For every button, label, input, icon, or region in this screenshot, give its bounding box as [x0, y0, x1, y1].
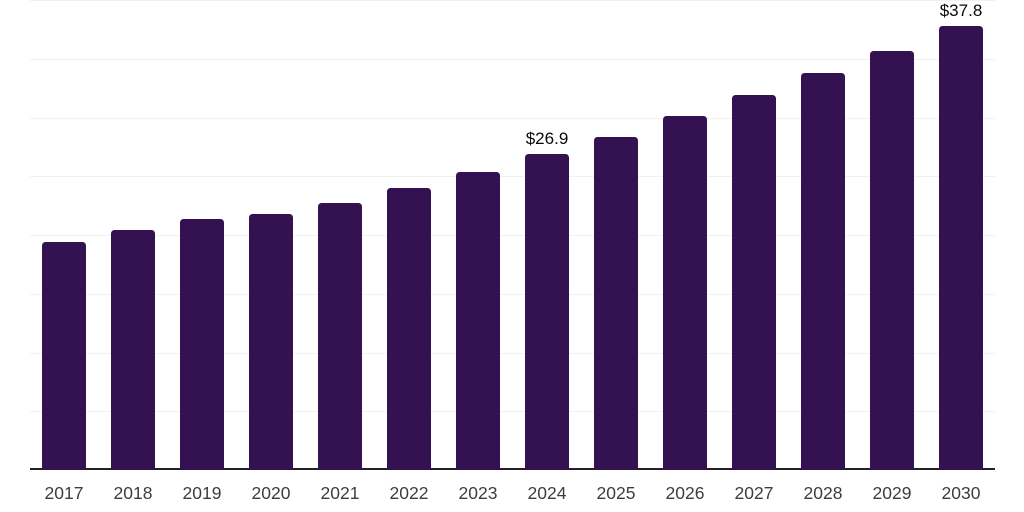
x-tick-label-2030: 2030 — [941, 483, 981, 503]
x-tick-label-2029: 2029 — [872, 483, 912, 503]
x-tick-label-2022: 2022 — [389, 483, 429, 503]
bar-2019 — [180, 218, 224, 470]
x-tick-label-2021: 2021 — [320, 483, 360, 503]
x-tick-label-2020: 2020 — [251, 483, 291, 503]
gridline-15 — [30, 293, 995, 295]
x-tick-label-2017: 2017 — [44, 483, 84, 503]
gridline-5 — [30, 411, 995, 413]
data-label-2030: $37.8 — [939, 0, 983, 20]
x-tick-label-2023: 2023 — [458, 483, 498, 503]
bar-2027 — [732, 95, 776, 470]
x-tick-label-2025: 2025 — [596, 483, 636, 503]
x-tick-label-2019: 2019 — [182, 483, 222, 503]
gridline-20 — [30, 235, 995, 236]
bar-2029 — [870, 50, 914, 470]
bar-2026 — [663, 116, 707, 470]
gridline-25 — [30, 176, 995, 178]
gridline-10 — [30, 352, 995, 354]
bar-2021 — [318, 203, 362, 470]
x-axis-labels: 2017 2018 2019 2020 2021 2022 2023 2024 2025 2026… — [0, 470, 1024, 512]
data-label-2024: $26.9 — [525, 128, 569, 148]
x-tick-label-2018: 2018 — [113, 483, 153, 503]
bar-2022 — [387, 188, 431, 470]
x-tick-label-2024: 2024 — [527, 483, 567, 503]
x-axis-line — [30, 468, 995, 470]
bar-2024 — [525, 153, 569, 470]
bar-2017 — [42, 242, 86, 470]
bar-2030 — [939, 25, 983, 470]
bar-2018 — [111, 230, 155, 470]
plot-area: $26.9 $37.8 — [30, 0, 995, 470]
x-tick-label-2027: 2027 — [734, 483, 774, 503]
x-tick-label-2028: 2028 — [803, 483, 843, 503]
gridline-30 — [30, 117, 995, 119]
bar-2020 — [249, 213, 293, 470]
x-tick-label-2026: 2026 — [665, 483, 705, 503]
bar-2028 — [801, 72, 845, 470]
gridline-40 — [30, 0, 995, 1]
gridline-35 — [30, 58, 995, 60]
bar-2023 — [456, 171, 500, 470]
bar-2025 — [594, 137, 638, 470]
